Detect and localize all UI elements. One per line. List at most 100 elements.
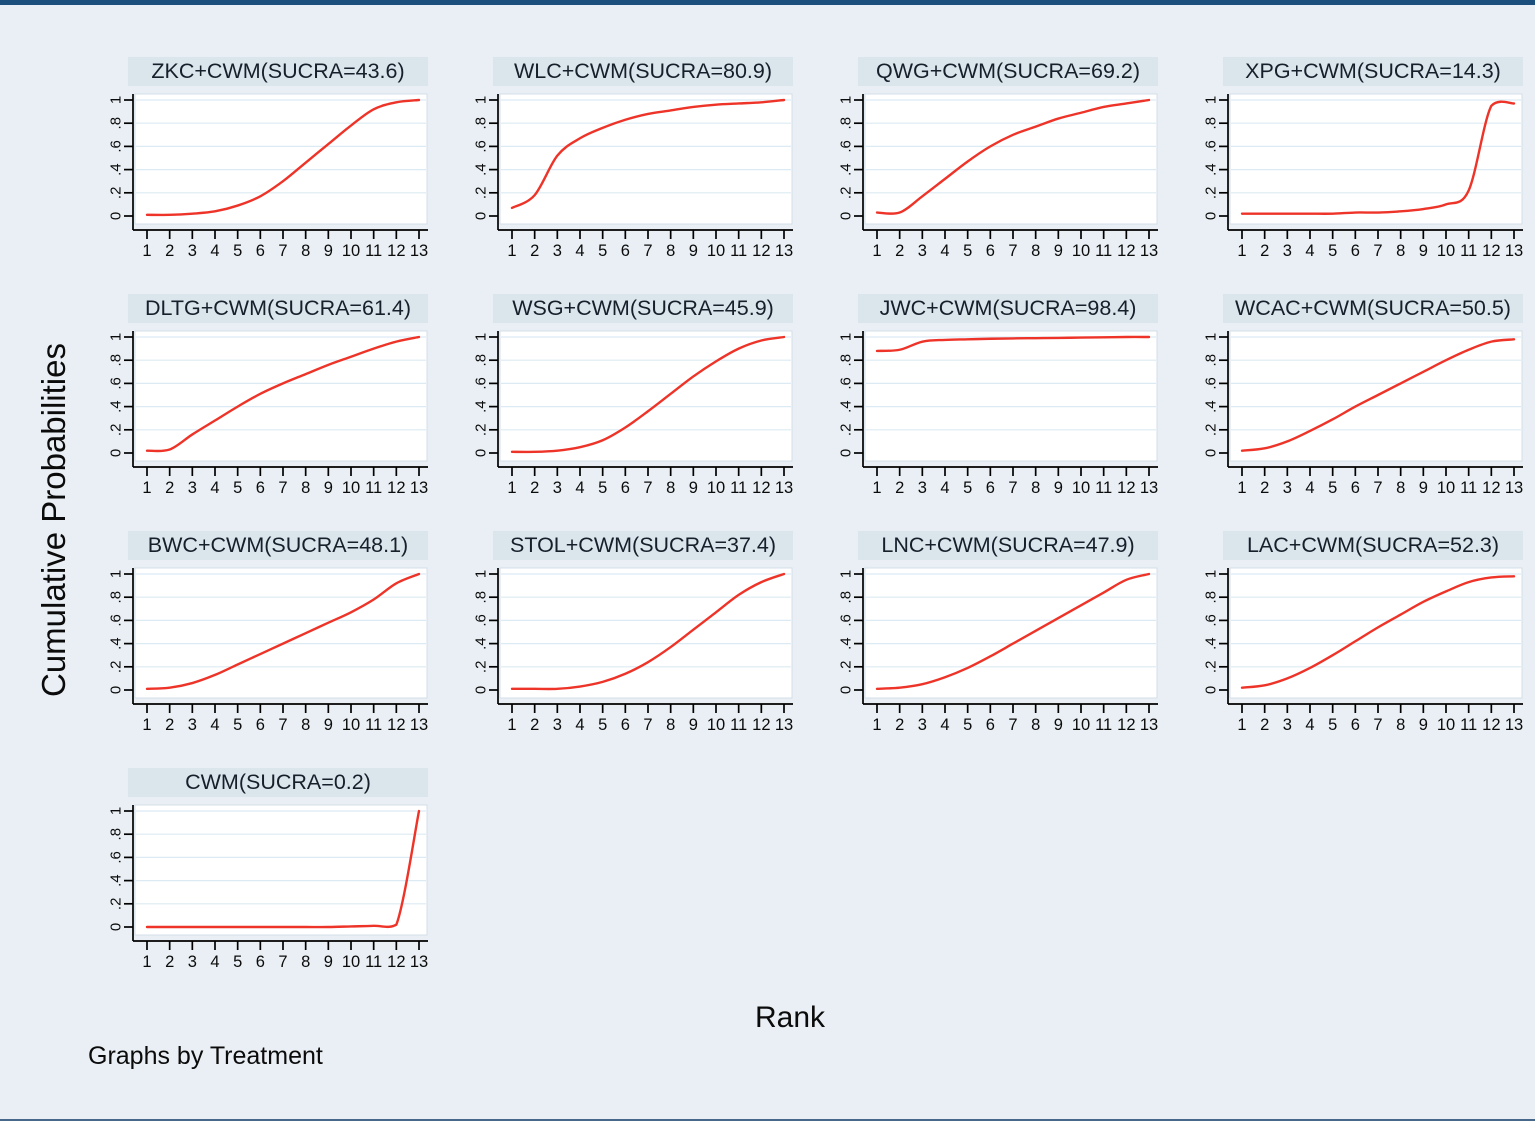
panel-plot: 0.2.4.6.811 2 3 4 5 6 7 8 9 10 11 12 13 <box>473 93 793 260</box>
y-axis-title: Cumulative Probabilities <box>35 343 72 697</box>
y-tick-label: 0 <box>108 212 125 220</box>
y-tick-label: .6 <box>838 140 855 153</box>
y-tick-label: .8 <box>1203 117 1220 130</box>
y-tick-label: .4 <box>473 163 490 176</box>
x-tick-label: 8 <box>301 479 310 497</box>
x-tick-label: 3 <box>188 953 197 971</box>
cumulative-probability-curve <box>875 572 1151 691</box>
x-tick-label: 4 <box>940 479 949 497</box>
y-tick-label: 0 <box>838 686 855 694</box>
x-tick-label: 7 <box>643 242 652 260</box>
x-tick-label: 7 <box>1008 479 1017 497</box>
x-tick-label: 12 <box>1117 242 1135 260</box>
x-tick-label: 12 <box>387 716 405 734</box>
x-tick-label: 7 <box>278 953 287 971</box>
x-tick-label: 10 <box>342 953 360 971</box>
x-tick-label: 10 <box>1437 479 1455 497</box>
x-tick-label: 2 <box>165 953 174 971</box>
y-tick-label: 0 <box>108 449 125 457</box>
x-tick-label: 1 <box>507 479 516 497</box>
y-tick-label: .4 <box>108 874 125 887</box>
plot-area <box>134 567 428 699</box>
x-tick-label: 12 <box>1117 479 1135 497</box>
panel-title: JWC+CWM(SUCRA=98.4) <box>858 294 1158 323</box>
x-tick-label: 3 <box>1283 242 1292 260</box>
y-tick-label: 0 <box>473 212 490 220</box>
x-tick-label: 4 <box>210 953 219 971</box>
x-tick-label: 8 <box>1031 716 1040 734</box>
x-tick-label: 2 <box>895 716 904 734</box>
x-tick-label: 2 <box>1260 479 1269 497</box>
y-tick-label: 1 <box>1203 96 1220 104</box>
x-tick-label: 4 <box>575 716 584 734</box>
plot-area <box>134 330 428 462</box>
panel-plot: 0.2.4.6.811 2 3 4 5 6 7 8 9 10 11 12 13 <box>473 567 793 734</box>
x-tick-label: 6 <box>256 953 265 971</box>
y-tick-label: .2 <box>838 187 855 200</box>
x-tick-label: 13 <box>775 716 793 734</box>
y-tick-label: .6 <box>838 614 855 627</box>
x-tick-label: 4 <box>1305 242 1314 260</box>
panels-grid: ZKC+CWM(SUCRA=43.6) 0.2.4.6.8 1 1 2 3 4 5 6 7 8 9 1… <box>80 57 1535 1005</box>
panel-title: LAC+CWM(SUCRA=52.3) <box>1223 531 1523 560</box>
chart-panel: WSG+CWM(SUCRA=45.9) 0.2.4.6.8 1 1 2 3 4 5 6 7 8 9 1… <box>445 294 797 531</box>
cumulative-probability-curve <box>875 335 1151 353</box>
x-tick-label: 7 <box>643 716 652 734</box>
x-tick-label: 3 <box>188 479 197 497</box>
x-tick-label: 8 <box>666 716 675 734</box>
y-tick-label: .4 <box>1203 400 1220 413</box>
x-tick-label: 6 <box>1351 716 1360 734</box>
chart-panel: WLC+CWM(SUCRA=80.9) 0.2.4.6.8 1 1 2 3 4 5 6 7 8 9 1… <box>445 57 797 294</box>
x-tick-label: 4 <box>940 242 949 260</box>
x-tick-label: 9 <box>689 716 698 734</box>
y-tick-label: 0 <box>838 212 855 220</box>
x-tick-label: 4 <box>940 716 949 734</box>
x-tick-label: 13 <box>1505 716 1523 734</box>
y-tick-label: 0 <box>473 449 490 457</box>
x-tick-label: 9 <box>324 716 333 734</box>
x-tick-label: 13 <box>410 242 428 260</box>
x-tick-label: 12 <box>752 479 770 497</box>
x-tick-label: 5 <box>1328 479 1337 497</box>
x-tick-label: 3 <box>188 242 197 260</box>
y-tick-label: .4 <box>108 163 125 176</box>
x-tick-label: 8 <box>666 242 675 260</box>
y-tick-label: .2 <box>838 424 855 437</box>
y-tick-label: .6 <box>108 614 125 627</box>
x-tick-label: 13 <box>410 953 428 971</box>
x-tick-label: 2 <box>165 716 174 734</box>
x-tick-label: 3 <box>918 716 927 734</box>
x-tick-label: 5 <box>598 479 607 497</box>
x-tick-label: 7 <box>278 242 287 260</box>
x-tick-label: 2 <box>530 716 539 734</box>
y-tick-label: 0 <box>1203 449 1220 457</box>
y-tick-label: .8 <box>838 354 855 367</box>
x-tick-label: 3 <box>553 242 562 260</box>
y-tick-label: 1 <box>1203 333 1220 341</box>
y-tick-label: 1 <box>473 570 490 578</box>
y-tick-label: .6 <box>838 377 855 390</box>
x-tick-label: 2 <box>1260 242 1269 260</box>
x-tick-label: 3 <box>188 716 197 734</box>
x-tick-label: 11 <box>365 953 382 971</box>
x-tick-label: 8 <box>301 242 310 260</box>
y-tick-label: .6 <box>108 140 125 153</box>
plot-area <box>1229 567 1523 699</box>
plot-area <box>864 93 1158 225</box>
y-tick-label: .6 <box>1203 377 1220 390</box>
panel-title: WCAC+CWM(SUCRA=50.5) <box>1223 294 1523 323</box>
panel-plot: 0.2.4.6.811 2 3 4 5 6 7 8 9 10 11 12 13 <box>473 330 793 497</box>
y-tick-label: .8 <box>473 354 490 367</box>
x-tick-label: 2 <box>895 479 904 497</box>
x-tick-label: 10 <box>1072 716 1090 734</box>
x-tick-label: 5 <box>233 716 242 734</box>
y-tick-label: .8 <box>838 591 855 604</box>
y-tick-label: .8 <box>473 117 490 130</box>
panel-title: WLC+CWM(SUCRA=80.9) <box>493 57 793 86</box>
y-tick-label: .6 <box>1203 140 1220 153</box>
x-tick-label: 7 <box>1008 242 1017 260</box>
x-tick-label: 1 <box>1237 479 1246 497</box>
x-tick-label: 3 <box>918 479 927 497</box>
x-tick-label: 10 <box>707 242 725 260</box>
